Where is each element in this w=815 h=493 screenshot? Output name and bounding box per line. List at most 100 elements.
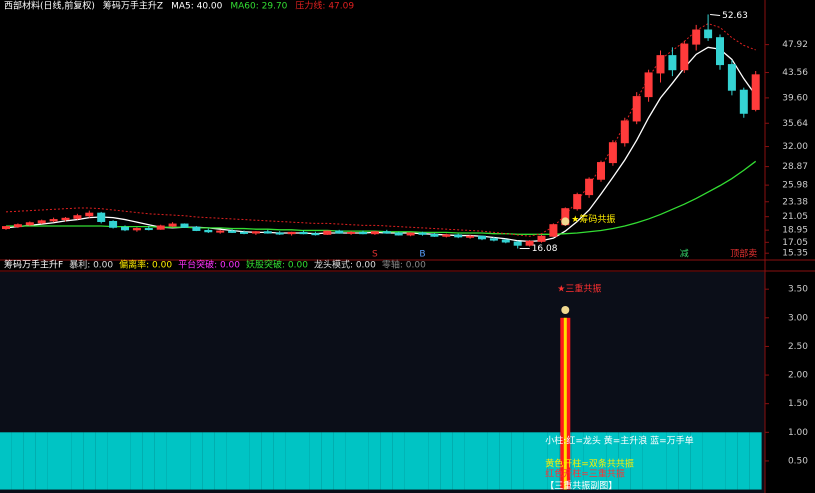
base-bar [214, 432, 227, 490]
header-text: MA5: 40.00 [171, 2, 223, 12]
base-bar [714, 432, 726, 490]
y-tick-label: 23.38 [782, 197, 808, 207]
candle-body [263, 231, 272, 234]
candle-body [632, 96, 641, 122]
header-text: 压力线: 47.09 [295, 0, 354, 12]
header-text: 筹码万手主升Z [103, 0, 163, 12]
candle-body [180, 223, 189, 228]
base-bar [368, 432, 381, 490]
candle-body [442, 234, 451, 237]
base-bar [59, 432, 72, 490]
base-bar [333, 432, 346, 490]
candle-body [573, 194, 582, 210]
candle-body [97, 212, 106, 222]
base-bar [238, 432, 250, 490]
signal-marker: 顶部卖 [730, 248, 757, 260]
candle-body [585, 178, 594, 196]
line-series [6, 160, 757, 235]
candle-body [537, 235, 546, 242]
candle-body [168, 223, 177, 227]
base-bar [487, 432, 500, 490]
signal-marker: 减 [680, 248, 689, 260]
base-bar [678, 432, 691, 490]
candle-body [704, 29, 713, 39]
header-text: 妖股突破: 0.00 [246, 259, 308, 271]
candle-body [2, 226, 10, 230]
base-bar [416, 432, 429, 490]
base-bar [261, 432, 274, 490]
base-bar [666, 432, 679, 490]
candle-body [716, 37, 724, 66]
y-tick-label: 47.92 [782, 40, 808, 50]
candle-body [228, 230, 237, 233]
base-bar [226, 432, 238, 490]
candle-body [25, 222, 34, 226]
base-bar [273, 432, 286, 490]
candle-body [109, 220, 118, 228]
candle-body [727, 64, 736, 91]
base-bar [345, 432, 357, 490]
base-bar [321, 432, 334, 490]
base-bar [107, 432, 119, 490]
base-bar [11, 432, 24, 490]
base-bar [309, 432, 322, 490]
base-bar [202, 432, 215, 490]
signal-marker: S [372, 250, 378, 260]
header-text: 龙头模式: 0.00 [314, 259, 376, 271]
candle-body [85, 212, 94, 217]
base-bar [749, 432, 762, 490]
candle-body [454, 234, 463, 238]
candle-body [359, 231, 367, 235]
candle-body [240, 231, 248, 234]
candle-body [501, 239, 510, 243]
base-bar [583, 432, 595, 490]
base-bar [725, 432, 738, 490]
candle-body [61, 217, 70, 221]
candle-body [216, 230, 225, 233]
candle-body [489, 238, 498, 241]
candle-body [192, 226, 201, 231]
note-text: 红色开柱=三重共振 [545, 468, 625, 480]
candle-body [418, 232, 427, 235]
y-tick-label: 18.95 [782, 226, 808, 236]
candle-body [311, 233, 320, 236]
note-text: 【三重共振副图】 [545, 480, 617, 492]
candle-body [382, 231, 391, 234]
base-bar [142, 432, 155, 490]
base-bar [499, 432, 512, 490]
y-tick-label: 2.50 [788, 342, 808, 352]
base-bar [190, 432, 203, 490]
y-tick-label: 39.60 [782, 93, 808, 103]
header-text: 西部材料(日线,前复权) [4, 0, 95, 12]
y-tick-label: 43.56 [782, 68, 808, 78]
y-tick-label: 3.50 [788, 285, 808, 295]
candle-body [692, 29, 701, 45]
base-bar [630, 432, 643, 490]
base-bar [392, 432, 405, 490]
signal-label: ★三重共振 [557, 283, 601, 295]
y-tick-label: 21.05 [782, 212, 808, 222]
base-bar [119, 432, 131, 490]
candle-body [430, 233, 439, 237]
candle-body [406, 232, 415, 236]
base-bar [404, 432, 417, 490]
header-text: 筹码万手主升F [4, 259, 63, 271]
header-text: 平台突破: 0.00 [178, 259, 240, 271]
base-bar [71, 432, 84, 490]
base-bar [595, 432, 607, 490]
signal-marker: B [419, 250, 425, 260]
signal-bar-inner [563, 317, 567, 490]
candle-body [525, 240, 534, 246]
base-bar [511, 432, 524, 490]
candle-body [132, 228, 141, 231]
base-bar [523, 432, 536, 490]
base-bar [702, 432, 714, 490]
base-bar [440, 432, 453, 490]
header-text: MA60: 29.70 [230, 2, 287, 12]
base-bar [535, 432, 548, 490]
candle-body [144, 228, 153, 231]
base-bar [642, 432, 655, 490]
header-text: 零轴: 0.00 [382, 259, 426, 271]
